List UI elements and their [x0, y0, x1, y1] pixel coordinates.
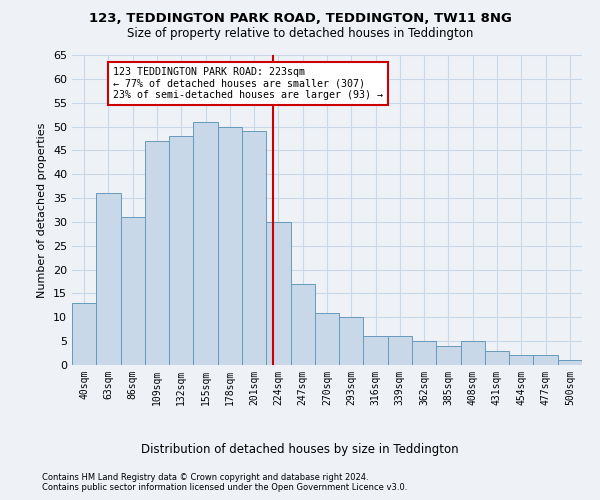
Bar	[339, 318, 364, 365]
Bar	[388, 336, 412, 365]
Bar	[461, 341, 485, 365]
Bar	[72, 303, 96, 365]
Bar	[193, 122, 218, 365]
Bar	[436, 346, 461, 365]
Text: 123, TEDDINGTON PARK ROAD, TEDDINGTON, TW11 8NG: 123, TEDDINGTON PARK ROAD, TEDDINGTON, T…	[89, 12, 511, 26]
Bar	[121, 217, 145, 365]
Text: Contains HM Land Registry data © Crown copyright and database right 2024.: Contains HM Land Registry data © Crown c…	[42, 472, 368, 482]
Bar	[96, 194, 121, 365]
Bar	[485, 350, 509, 365]
Text: Distribution of detached houses by size in Teddington: Distribution of detached houses by size …	[141, 442, 459, 456]
Text: Size of property relative to detached houses in Teddington: Size of property relative to detached ho…	[127, 28, 473, 40]
Bar	[169, 136, 193, 365]
Y-axis label: Number of detached properties: Number of detached properties	[37, 122, 47, 298]
Bar	[364, 336, 388, 365]
Bar	[290, 284, 315, 365]
Bar	[315, 312, 339, 365]
Bar	[533, 356, 558, 365]
Text: 123 TEDDINGTON PARK ROAD: 223sqm
← 77% of detached houses are smaller (307)
23% : 123 TEDDINGTON PARK ROAD: 223sqm ← 77% o…	[113, 67, 383, 100]
Bar	[558, 360, 582, 365]
Text: Contains public sector information licensed under the Open Government Licence v3: Contains public sector information licen…	[42, 482, 407, 492]
Bar	[242, 132, 266, 365]
Bar	[218, 126, 242, 365]
Bar	[509, 356, 533, 365]
Bar	[412, 341, 436, 365]
Bar	[266, 222, 290, 365]
Bar	[145, 141, 169, 365]
